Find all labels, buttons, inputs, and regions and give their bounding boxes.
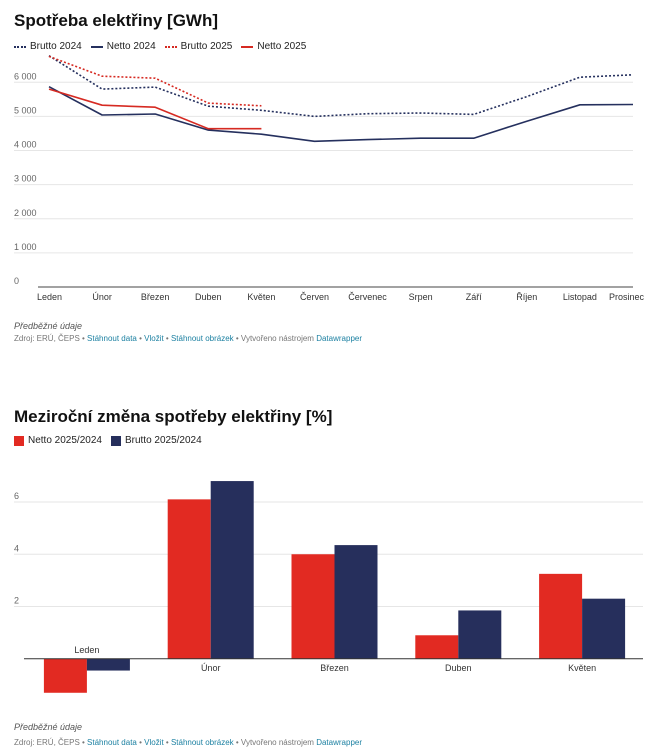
y-tick-label: 0 bbox=[14, 276, 19, 286]
x-tick-label: Prosinec bbox=[609, 292, 645, 302]
x-tick-label: Duben bbox=[195, 292, 222, 302]
series-line-netto-2024 bbox=[48, 85, 634, 143]
separator: • bbox=[163, 738, 171, 747]
separator: • bbox=[136, 334, 145, 343]
separator: • bbox=[163, 334, 171, 343]
x-tick-label: Listopad bbox=[563, 292, 597, 302]
created-with-text: • Vytvořeno nástrojem bbox=[233, 334, 317, 343]
yoy-change-bar-chart: Meziroční změna spotřeby elektřiny [%] N… bbox=[0, 398, 653, 755]
footnote: Předběžné údaje bbox=[14, 321, 83, 331]
x-tick-label: Leden bbox=[37, 292, 62, 302]
legend-item-netto-2024: Netto 2024 bbox=[90, 41, 156, 52]
source-line: Zdroj: ERÚ, ČEPS • Stáhnout data • Vloži… bbox=[14, 334, 362, 343]
y-tick-label: 6 bbox=[14, 491, 19, 501]
y-tick-label: 4 bbox=[14, 543, 19, 553]
legend-item-brutto-2025: Brutto 2025 bbox=[164, 41, 233, 52]
legend-swatch bbox=[14, 435, 24, 446]
legend-label: Netto 2024 bbox=[106, 41, 156, 52]
x-tick-label: Květen bbox=[247, 292, 275, 302]
x-tick-label: Červenec bbox=[348, 292, 387, 302]
legend-swatch bbox=[110, 435, 121, 446]
legend-item-netto-2025: Netto 2025 bbox=[241, 41, 306, 52]
legend-label: Brutto 2025/2024 bbox=[124, 435, 202, 446]
footnote: Předběžné údaje bbox=[14, 722, 83, 732]
chart-title: Spotřeba elektřiny [GWh] bbox=[14, 11, 219, 30]
datawrapper-link[interactable]: Datawrapper bbox=[316, 738, 363, 747]
y-tick-label: 1 000 bbox=[14, 242, 37, 252]
legend-label: Brutto 2025 bbox=[180, 41, 233, 52]
legend-item-brutto-2024: Brutto 2024 bbox=[14, 41, 82, 52]
series-line-netto-2025 bbox=[48, 88, 262, 130]
chart-title: Meziroční změna spotřeby elektřiny [%] bbox=[14, 407, 333, 426]
x-tick-label: Březen bbox=[320, 663, 349, 673]
download-image-link[interactable]: Stáhnout obrázek bbox=[170, 738, 234, 747]
chart-legend: Netto 2025/2024 Brutto 2025/2024 bbox=[14, 435, 211, 446]
download-data-link[interactable]: Stáhnout data bbox=[87, 334, 137, 343]
bar-brutto-2025-2024 bbox=[582, 598, 626, 659]
y-tick-label: 2 bbox=[14, 596, 19, 606]
created-with-text: • Vytvořeno nástrojem bbox=[233, 738, 317, 747]
y-tick-label: 2 000 bbox=[14, 208, 37, 218]
source-line: Zdroj: ERÚ, ČEPS • Stáhnout data • Vloži… bbox=[14, 738, 362, 747]
legend-label: Brutto 2024 bbox=[30, 41, 82, 52]
y-tick-label: 5 000 bbox=[14, 105, 37, 115]
series-line-brutto-2025 bbox=[48, 55, 262, 107]
bar-netto-2025-2024 bbox=[539, 573, 583, 659]
x-tick-label: Duben bbox=[445, 663, 472, 673]
legend-swatch bbox=[90, 45, 103, 48]
y-tick-label: 3 000 bbox=[14, 174, 37, 184]
x-tick-label: Leden bbox=[74, 645, 99, 655]
x-tick-label: Únor bbox=[201, 663, 221, 673]
embed-link[interactable]: Vložit bbox=[144, 738, 164, 747]
source-text: Zdroj: ERÚ, ČEPS • bbox=[14, 738, 88, 747]
legend-item-netto: Netto 2025/2024 bbox=[14, 435, 102, 446]
legend-label: Netto 2025 bbox=[257, 41, 307, 52]
embed-link[interactable]: Vložit bbox=[144, 334, 164, 343]
download-data-link[interactable]: Stáhnout data bbox=[87, 738, 137, 747]
x-tick-label: Květen bbox=[568, 663, 596, 673]
x-tick-label: Březen bbox=[141, 292, 170, 302]
bar-netto-2025-2024 bbox=[167, 499, 211, 659]
legend-swatch bbox=[14, 45, 26, 48]
bar-brutto-2025-2024 bbox=[458, 610, 502, 659]
y-tick-label: 6 000 bbox=[14, 71, 37, 81]
legend-label: Netto 2025/2024 bbox=[28, 435, 102, 446]
x-tick-label: Říjen bbox=[516, 292, 537, 302]
separator: • bbox=[136, 738, 145, 747]
bar-netto-2025-2024 bbox=[43, 658, 87, 693]
bar-netto-2025-2024 bbox=[291, 554, 335, 659]
line-plot-area: 0 1 000 2 000 3 000 4 000 5 000 6 000 Leden Únor… bbox=[14, 55, 645, 302]
bar-plot-area: 2 4 6 Leden Únor Březen Duben Květen bbox=[14, 481, 643, 693]
x-tick-label: Září bbox=[466, 292, 483, 302]
bar-brutto-2025-2024 bbox=[210, 481, 254, 659]
x-tick-label: Únor bbox=[92, 292, 112, 302]
bar-brutto-2025-2024 bbox=[334, 545, 378, 659]
datawrapper-link[interactable]: Datawrapper bbox=[316, 334, 363, 343]
bar-brutto-2025-2024 bbox=[86, 658, 130, 671]
chart-legend: Brutto 2024 Netto 2024 Brutto 2025 Netto… bbox=[14, 41, 315, 52]
source-text: Zdroj: ERÚ, ČEPS • bbox=[14, 334, 88, 343]
consumption-line-chart: Spotřeba elektřiny [GWh] Brutto 2024 Net… bbox=[0, 0, 653, 360]
series-line-brutto-2024 bbox=[48, 55, 634, 118]
download-image-link[interactable]: Stáhnout obrázek bbox=[170, 334, 234, 343]
bar-netto-2025-2024 bbox=[415, 635, 459, 659]
legend-swatch bbox=[241, 45, 254, 48]
legend-swatch bbox=[164, 45, 177, 48]
y-tick-label: 4 000 bbox=[14, 140, 37, 150]
legend-item-brutto: Brutto 2025/2024 bbox=[110, 435, 202, 446]
x-tick-label: Srpen bbox=[409, 292, 433, 302]
x-tick-label: Červen bbox=[300, 292, 329, 302]
